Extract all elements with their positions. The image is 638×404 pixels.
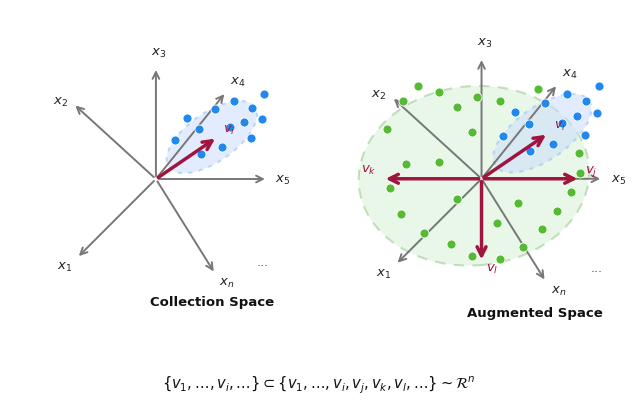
Text: ...: ...: [591, 262, 603, 275]
Ellipse shape: [167, 101, 257, 173]
Text: $x_{5}$: $x_{5}$: [275, 174, 290, 187]
Ellipse shape: [359, 86, 590, 265]
Text: $x_{n}$: $x_{n}$: [551, 285, 566, 298]
Text: Collection Space: Collection Space: [150, 296, 274, 309]
Text: $x_{3}$: $x_{3}$: [477, 36, 493, 50]
Text: $v_i$: $v_i$: [223, 124, 235, 137]
Text: $\{v_1,\ldots,v_i,\ldots\} \subset \{v_1,\ldots,v_i,v_j,v_k,v_l,\ldots\} \sim \m: $\{v_1,\ldots,v_i,\ldots\} \subset \{v_1…: [162, 375, 476, 396]
Text: $x_{4}$: $x_{4}$: [230, 76, 246, 89]
Text: $x_{2}$: $x_{2}$: [52, 96, 68, 109]
Text: $x_{4}$: $x_{4}$: [562, 68, 578, 81]
Text: ...: ...: [256, 256, 269, 269]
Text: $x_{3}$: $x_{3}$: [151, 47, 167, 60]
Text: $x_{5}$: $x_{5}$: [611, 174, 626, 187]
Text: $x_{1}$: $x_{1}$: [57, 261, 73, 274]
Text: $v_j$: $v_j$: [585, 164, 597, 179]
Ellipse shape: [493, 94, 591, 173]
Text: $x_{1}$: $x_{1}$: [376, 268, 391, 281]
Text: $v_l$: $v_l$: [486, 263, 498, 276]
Text: $v_i$: $v_i$: [554, 120, 567, 133]
Text: Augmented Space: Augmented Space: [467, 307, 602, 320]
Text: $x_{n}$: $x_{n}$: [219, 277, 235, 290]
Text: $v_k$: $v_k$: [361, 164, 376, 177]
Text: $x_{2}$: $x_{2}$: [371, 89, 385, 102]
